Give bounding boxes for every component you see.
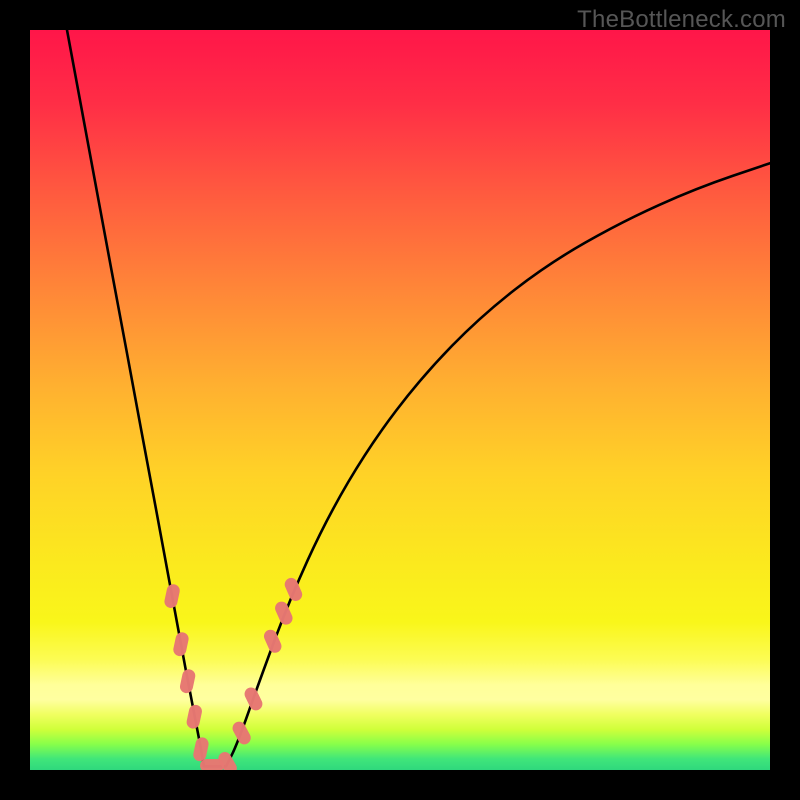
- plot-svg: [30, 30, 770, 770]
- gradient-background: [30, 30, 770, 770]
- chart-root: TheBottleneck.com: [0, 0, 800, 800]
- plot-area: [30, 30, 770, 770]
